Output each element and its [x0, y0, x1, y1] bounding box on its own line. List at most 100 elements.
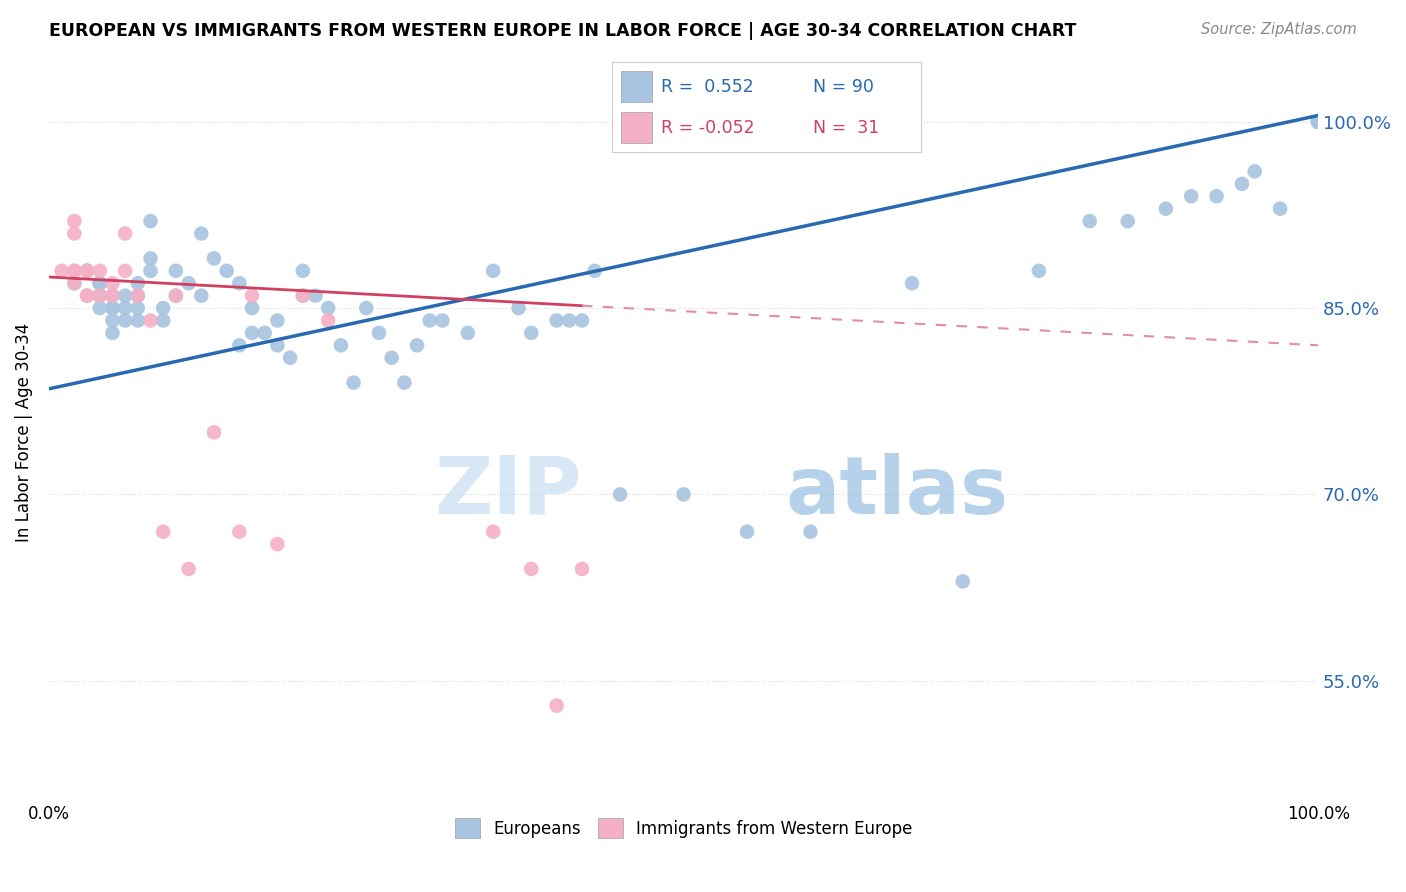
FancyBboxPatch shape [621, 112, 652, 143]
Point [202, 425, 225, 440]
Point [508, 301, 530, 315]
Point [63, 277, 86, 291]
Point [190, 288, 212, 302]
Point [1308, 114, 1330, 128]
Point [1308, 114, 1330, 128]
Point [127, 277, 149, 291]
Point [482, 264, 505, 278]
Point [1243, 164, 1265, 178]
Point [89, 288, 111, 302]
Point [89, 288, 111, 302]
Point [571, 313, 593, 327]
Point [89, 301, 111, 315]
Text: atlas: atlas [785, 453, 1008, 531]
Point [152, 524, 174, 539]
Point [368, 326, 391, 340]
Point [101, 288, 124, 302]
Text: EUROPEAN VS IMMIGRANTS FROM WESTERN EUROPE IN LABOR FORCE | AGE 30-34 CORRELATIO: EUROPEAN VS IMMIGRANTS FROM WESTERN EURO… [49, 22, 1077, 40]
Text: R = -0.052: R = -0.052 [661, 119, 755, 136]
Point [266, 313, 288, 327]
Point [114, 313, 136, 327]
Point [139, 214, 162, 228]
Point [1028, 264, 1050, 278]
Text: N = 90: N = 90 [813, 78, 873, 95]
Point [177, 562, 200, 576]
Point [228, 277, 250, 291]
Point [165, 288, 187, 302]
Point [381, 351, 404, 365]
Point [1230, 177, 1253, 191]
Point [114, 288, 136, 302]
Point [240, 326, 263, 340]
Text: 0.0%: 0.0% [28, 805, 70, 823]
Point [127, 301, 149, 315]
Point [571, 562, 593, 576]
Point [76, 264, 98, 278]
Text: 100.0%: 100.0% [1286, 805, 1350, 823]
Point [240, 301, 263, 315]
Point [114, 301, 136, 315]
Legend: Europeans, Immigrants from Western Europe: Europeans, Immigrants from Western Europ… [449, 812, 920, 845]
Point [457, 326, 479, 340]
Point [63, 277, 86, 291]
Point [152, 301, 174, 315]
Point [114, 264, 136, 278]
Point [1154, 202, 1177, 216]
Point [228, 338, 250, 352]
Point [432, 313, 454, 327]
Point [240, 288, 263, 302]
Point [482, 524, 505, 539]
Point [165, 264, 187, 278]
Point [51, 264, 73, 278]
Point [266, 338, 288, 352]
Point [1308, 114, 1330, 128]
Point [1308, 114, 1330, 128]
Point [215, 264, 238, 278]
Point [165, 288, 187, 302]
Point [89, 277, 111, 291]
Point [291, 288, 314, 302]
Point [356, 301, 378, 315]
Point [139, 313, 162, 327]
Point [89, 288, 111, 302]
Point [672, 487, 695, 501]
Point [101, 301, 124, 315]
Point [177, 277, 200, 291]
Text: ZIP: ZIP [434, 453, 582, 531]
Point [316, 313, 339, 327]
Point [394, 376, 416, 390]
Point [127, 288, 149, 302]
Point [291, 288, 314, 302]
Point [89, 288, 111, 302]
Text: Source: ZipAtlas.com: Source: ZipAtlas.com [1201, 22, 1357, 37]
Point [152, 313, 174, 327]
Point [139, 264, 162, 278]
Point [253, 326, 276, 340]
Point [76, 264, 98, 278]
Point [329, 338, 352, 352]
Point [63, 264, 86, 278]
Point [101, 301, 124, 315]
Y-axis label: In Labor Force | Age 30-34: In Labor Force | Age 30-34 [15, 323, 32, 542]
Point [419, 313, 441, 327]
Point [583, 264, 606, 278]
Point [101, 277, 124, 291]
Point [101, 313, 124, 327]
Point [89, 264, 111, 278]
Point [76, 288, 98, 302]
Point [520, 326, 543, 340]
Point [101, 301, 124, 315]
Point [1078, 214, 1101, 228]
Point [76, 264, 98, 278]
Point [127, 288, 149, 302]
Point [63, 214, 86, 228]
Point [735, 524, 758, 539]
Point [520, 562, 543, 576]
Point [406, 338, 429, 352]
Point [1180, 189, 1202, 203]
Text: N =  31: N = 31 [813, 119, 879, 136]
FancyBboxPatch shape [621, 71, 652, 102]
Point [63, 227, 86, 241]
Point [1308, 114, 1330, 128]
Point [952, 574, 974, 589]
